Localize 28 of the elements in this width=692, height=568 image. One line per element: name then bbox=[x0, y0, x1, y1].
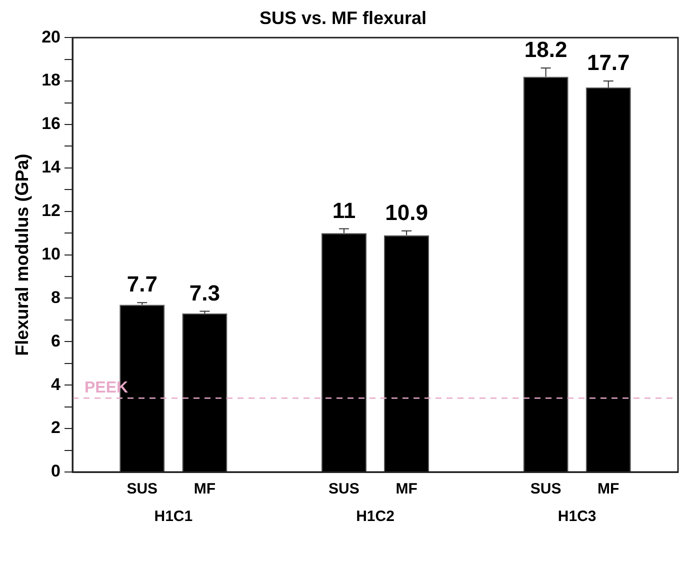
y-tick-label: 18 bbox=[42, 70, 61, 90]
data-label: 17.7 bbox=[586, 50, 630, 76]
data-label: 11 bbox=[332, 198, 356, 223]
y-tick-label: 4 bbox=[51, 374, 62, 394]
x-tick-label: H1C2 bbox=[356, 508, 394, 526]
chart-title: SUS vs. MF flexural bbox=[259, 8, 427, 28]
y-tick-label: 12 bbox=[42, 201, 61, 220]
y-tick-label: 14 bbox=[42, 158, 62, 177]
data-label: 7.7 bbox=[126, 272, 158, 297]
y-tick-label: 0 bbox=[51, 462, 61, 481]
y-tick-label: 16 bbox=[42, 114, 61, 134]
y-tick-label: 8 bbox=[51, 288, 61, 307]
y-tick-label: 10 bbox=[42, 244, 61, 264]
y-tick-label: 6 bbox=[51, 331, 61, 350]
y-tick-label: 2 bbox=[51, 418, 61, 438]
x-tick-label: H1C3 bbox=[558, 508, 596, 526]
text: MF bbox=[396, 480, 418, 498]
x-tick-label: H1C1 bbox=[154, 508, 193, 526]
data-label: 10.9 bbox=[385, 200, 428, 225]
text: MF bbox=[598, 480, 620, 498]
series-label: MF bbox=[194, 480, 216, 498]
data-label: 18.2 bbox=[524, 37, 568, 62]
text: SUS bbox=[530, 480, 562, 498]
data-label: 7.3 bbox=[189, 280, 220, 306]
y-tick-label: 20 bbox=[42, 27, 61, 46]
series-label: SUS bbox=[126, 480, 158, 498]
text: SUS bbox=[328, 480, 360, 498]
y-axis-title: Flexural modulus (GPa) bbox=[12, 154, 32, 356]
